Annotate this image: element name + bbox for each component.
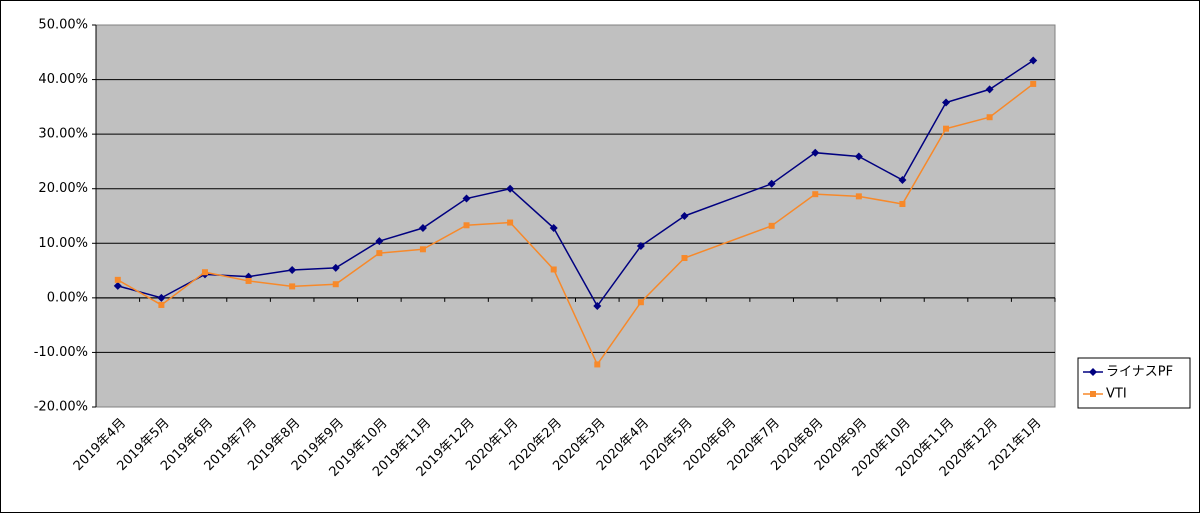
- y-tick-label: 0.00%: [47, 290, 88, 305]
- gap-connector: [684, 225, 772, 259]
- point: [811, 148, 820, 157]
- point: [332, 281, 339, 288]
- point: [463, 222, 470, 229]
- legend-label: VTI: [1106, 387, 1127, 402]
- point: [375, 237, 384, 246]
- point: [158, 301, 165, 308]
- point: [898, 175, 907, 184]
- legend-marker: [1089, 368, 1097, 376]
- point: [201, 269, 208, 276]
- y-tick-label: 10.00%: [38, 236, 88, 251]
- point: [418, 224, 427, 233]
- point: [767, 179, 776, 188]
- y-tick-label: 50.00%: [38, 18, 88, 33]
- point: [114, 276, 121, 283]
- point: [289, 283, 296, 290]
- point: [942, 98, 951, 107]
- gap-connector: [684, 183, 772, 217]
- point: [462, 194, 471, 203]
- legend-box: [1077, 357, 1191, 409]
- y-tick-label: -10.00%: [34, 345, 88, 360]
- point: [550, 266, 557, 273]
- point: [331, 263, 340, 272]
- point: [376, 250, 383, 257]
- point: [855, 193, 862, 200]
- point: [593, 302, 602, 311]
- point: [985, 85, 994, 94]
- point: [768, 222, 775, 229]
- point: [113, 281, 122, 290]
- point: [680, 212, 689, 220]
- point: [812, 191, 819, 198]
- point: [943, 125, 950, 132]
- point: [507, 219, 514, 226]
- point: [1030, 80, 1037, 87]
- point: [506, 184, 515, 193]
- point: [899, 200, 906, 207]
- point: [157, 293, 166, 302]
- plot-area: [95, 24, 1056, 408]
- point: [288, 266, 297, 275]
- y-tick-label: 40.00%: [38, 72, 88, 87]
- point: [637, 299, 644, 306]
- point: [549, 224, 558, 233]
- point: [594, 361, 601, 368]
- y-tick-label: 30.00%: [38, 127, 88, 142]
- point: [1029, 56, 1038, 65]
- point: [419, 246, 426, 253]
- point: [681, 255, 688, 262]
- point: [245, 277, 252, 284]
- legend-marker: [1090, 391, 1096, 397]
- legend-label: ライナスPF: [1106, 365, 1173, 380]
- point: [636, 242, 645, 251]
- y-tick-label: 20.00%: [38, 181, 88, 196]
- y-tick-label: -20.00%: [34, 400, 88, 415]
- point: [986, 114, 993, 121]
- point: [854, 152, 863, 161]
